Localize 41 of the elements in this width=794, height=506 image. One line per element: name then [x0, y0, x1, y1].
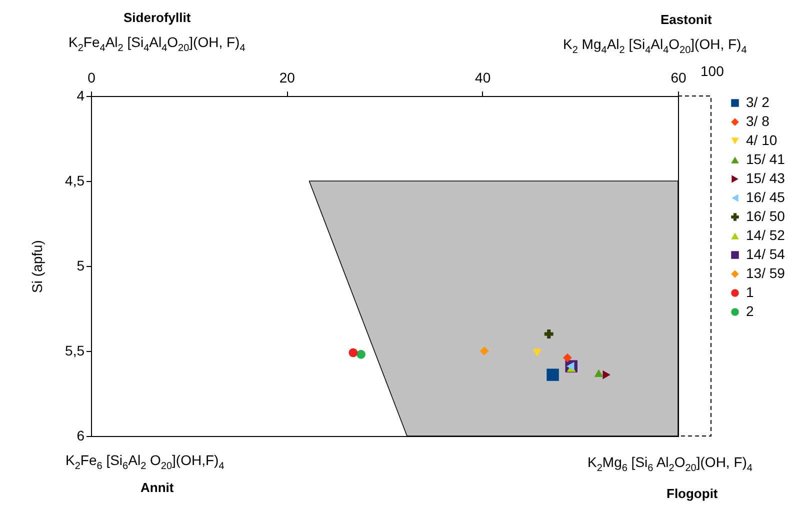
- point: [348, 348, 358, 358]
- y-tick-label: 4: [76, 88, 85, 104]
- text: Flogopit: [666, 486, 718, 501]
- legend-label: 16/ 45: [746, 189, 786, 205]
- text: 100: [700, 63, 724, 79]
- point: [480, 346, 489, 356]
- point: [602, 370, 610, 380]
- text: Annit: [140, 480, 174, 495]
- point: [544, 330, 554, 338]
- text: K$_{2}$ Mg$_{4}$Al$_{2}$ [Si$_{4}$Al$_{4}$O$_{20}$](OH, F)$_{4}$: [563, 36, 747, 56]
- text: K$_{2}$Fe$_{4}$Al$_{2}$ [Si$_{4}$Al$_{4}$O$_{20}$](OH, F)$_{4}$: [68, 34, 246, 54]
- point: [356, 350, 366, 359]
- x-tick-label: 0: [88, 70, 96, 86]
- text: Siderofyllit: [124, 10, 191, 25]
- x-tick-label: 60: [670, 70, 686, 86]
- y-tick-label: 4,5: [65, 172, 85, 188]
- legend-label: 1: [746, 284, 754, 300]
- text: K$_{2}$Mg$_{6}$ [Si$_{6}$ Al$_{2}$O$_{20}$](OH, F)$_{4}$: [588, 454, 752, 474]
- legend-label: 14/ 52: [746, 227, 786, 243]
- text: K$_{2}$Fe$_{6}$ [Si$_{6}$Al$_{2}$ O$_{20}$](OH,F)$_{4}$: [66, 452, 224, 472]
- legend-label: 13/ 59: [746, 265, 786, 281]
- legend-label: 3/ 2: [746, 94, 770, 110]
- legend-label: 15/ 43: [746, 170, 786, 186]
- point: [566, 362, 574, 371]
- legend-label: 14/ 54: [746, 246, 786, 262]
- y-tick-label: 5: [76, 258, 85, 274]
- point: [562, 353, 572, 362]
- point: [546, 368, 559, 381]
- x-tick-label: 40: [475, 70, 491, 86]
- text: Eastonit: [660, 12, 712, 27]
- point: [532, 348, 542, 357]
- legend-label: 2: [746, 303, 754, 319]
- legend-label: 3/ 8: [746, 113, 770, 129]
- x-tick-label: 20: [279, 70, 296, 86]
- legend-label: 15/ 41: [746, 151, 786, 167]
- point: [594, 369, 604, 377]
- y-tick-label: 5,5: [65, 342, 85, 358]
- y-axis-title: Si (apfu): [29, 240, 46, 293]
- legend-label: 16/ 50: [746, 208, 786, 224]
- legend-label: 4/ 10: [746, 132, 778, 148]
- y-tick-label: 6: [76, 428, 85, 444]
